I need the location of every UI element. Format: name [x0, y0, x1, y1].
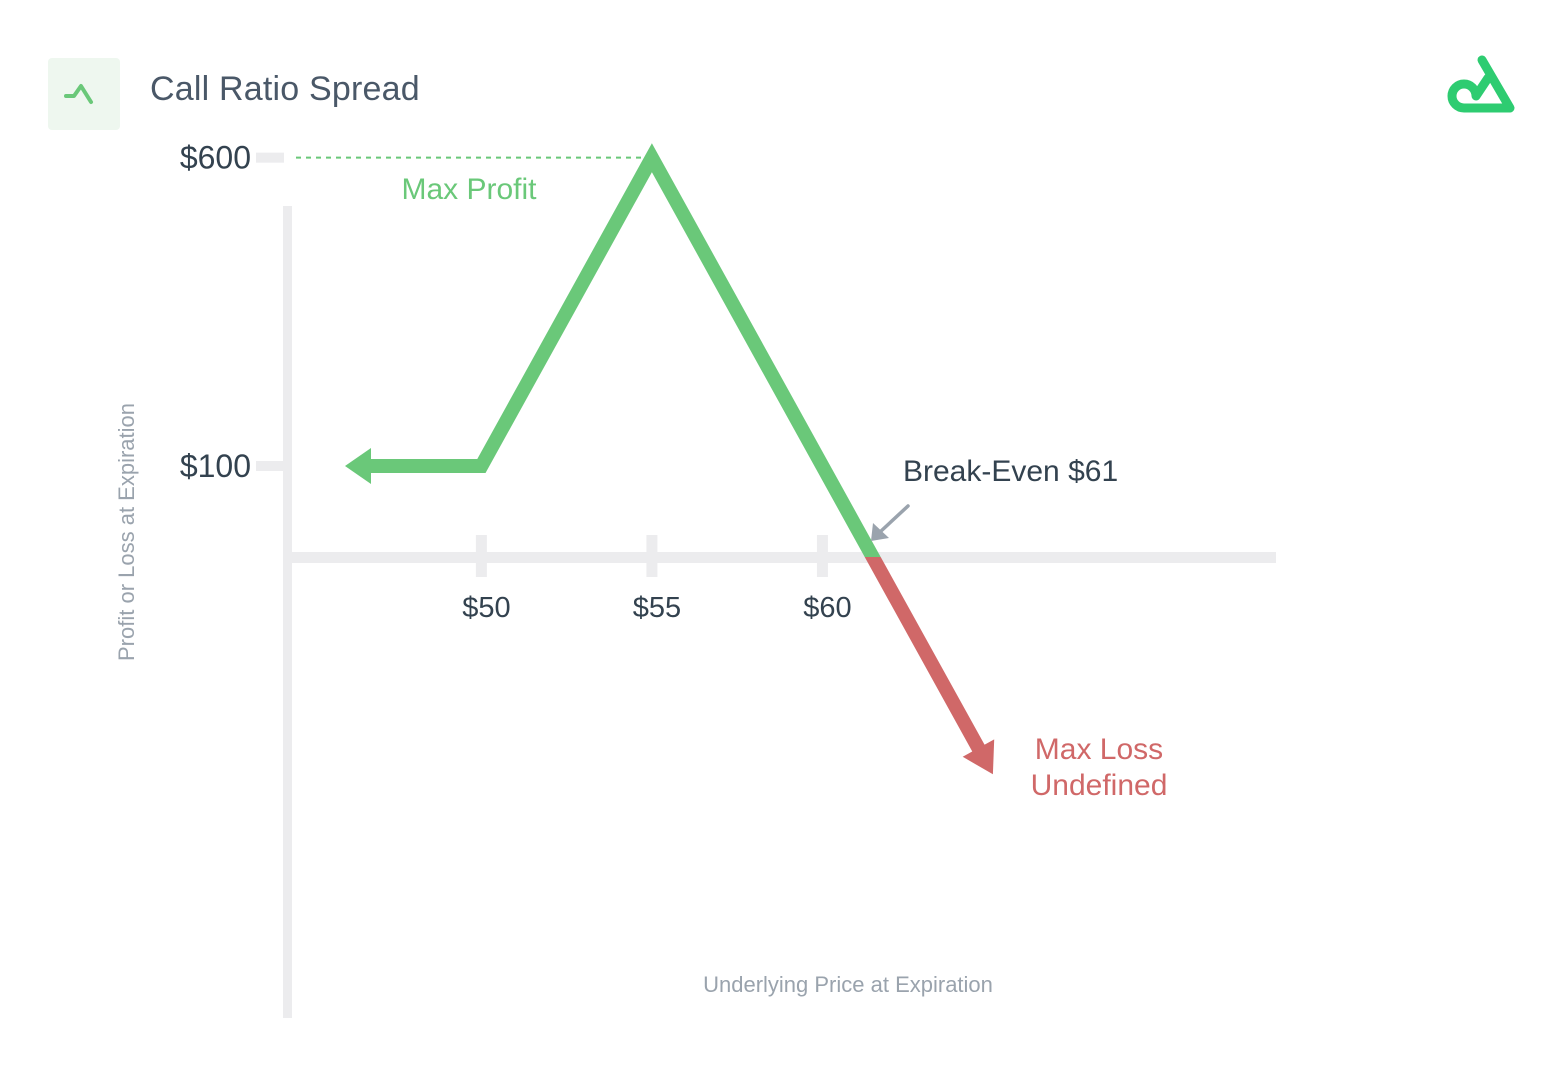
- brand-logo-icon: [1447, 55, 1515, 113]
- break-even-pointer: [878, 504, 910, 534]
- y-axis-line: [283, 206, 292, 1018]
- loss-arrowhead: [962, 739, 995, 775]
- page-title: Call Ratio Spread: [150, 70, 420, 108]
- max-loss-label-line2: Undefined: [1031, 769, 1168, 802]
- y-tick-label: $100: [180, 448, 251, 484]
- max-profit-label: Max Profit: [401, 173, 537, 206]
- y-axis-title: Profit or Loss at Expiration: [114, 403, 139, 661]
- x-tick-label: $60: [803, 592, 851, 624]
- x-tick-mark: [816, 535, 828, 577]
- trend-peak-icon: [64, 84, 93, 104]
- x-tick-label: $55: [633, 592, 681, 624]
- x-tick-mark: [475, 535, 487, 577]
- y-tick-mark: [256, 461, 284, 471]
- y-tick-label: $600: [180, 140, 251, 176]
- payoff-line-loss: [864, 557, 988, 757]
- x-tick-mark: [646, 535, 658, 577]
- break-even-pointer-head: [871, 523, 889, 541]
- y-axis-ticks: $600 $100: [180, 140, 284, 484]
- strategy-icon-badge: [48, 58, 120, 130]
- max-loss-label-line1: Max Loss: [1035, 733, 1163, 766]
- x-axis-title: Underlying Price at Expiration: [703, 972, 993, 997]
- y-tick-mark: [256, 152, 284, 163]
- x-axis-line: [292, 552, 1276, 563]
- x-tick-label: $50: [462, 592, 510, 624]
- payoff-line-profit: [369, 143, 881, 557]
- break-even-label: Break-Even $61: [903, 455, 1118, 488]
- x-axis-ticks: $50 $55 $60: [462, 535, 852, 624]
- left-arrowhead: [345, 448, 371, 484]
